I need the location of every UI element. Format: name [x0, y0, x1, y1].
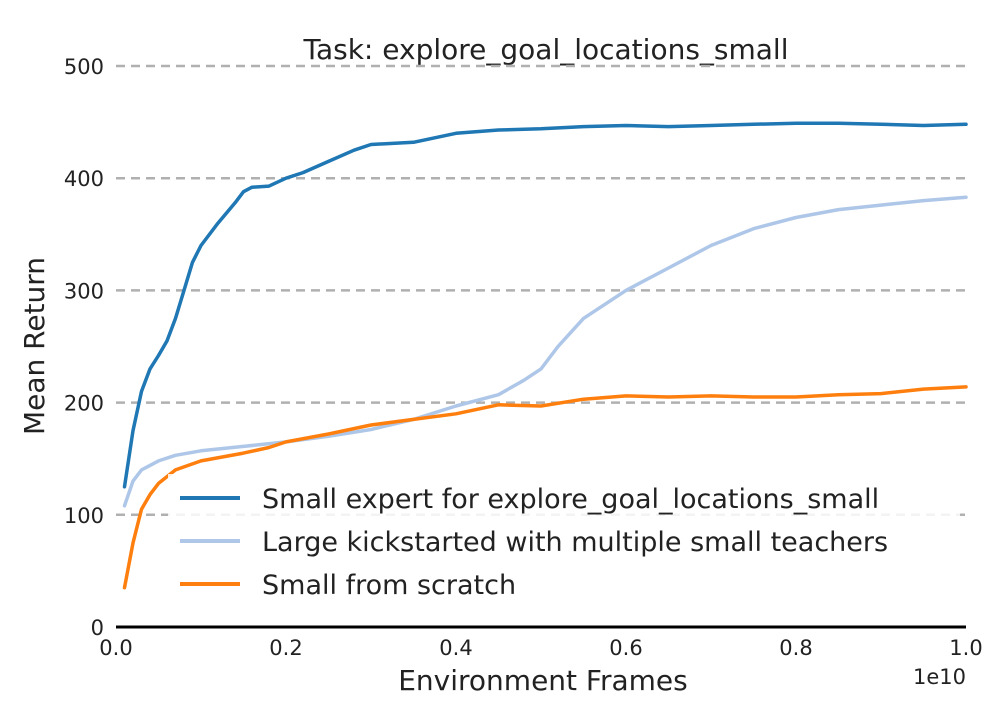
- chart-title: Task: explore_goal_locations_small: [303, 33, 789, 66]
- series-line-1: [122, 121, 968, 489]
- y-tick-label: 100: [64, 504, 104, 528]
- series-line-3: [122, 385, 968, 590]
- x-tick-labels: 0.0 0.2 0.4 0.6 0.8 1.0: [99, 636, 982, 660]
- x-axis-label: Environment Frames: [398, 664, 688, 697]
- legend-label-3: Small from scratch: [262, 570, 516, 601]
- x-tick-label: 0.6: [609, 636, 642, 660]
- y-tick-label: 300: [64, 279, 104, 303]
- x-offset-label: 1e10: [913, 665, 966, 689]
- x-tick-label: 0.8: [779, 636, 812, 660]
- y-axis-label: Mean Return: [18, 257, 51, 435]
- x-tick-label: 1.0: [949, 636, 982, 660]
- series-lines: [122, 121, 968, 590]
- series-line-2: [122, 195, 968, 508]
- y-tick-label: 500: [64, 55, 104, 79]
- legend-background: [168, 474, 960, 608]
- y-tick-label: 400: [64, 167, 104, 191]
- x-tick-label: 0.0: [99, 636, 132, 660]
- y-tick-label: 0: [91, 616, 104, 640]
- legend-label-2: Large kickstarted with multiple small te…: [262, 527, 888, 558]
- x-tick-label: 0.2: [269, 636, 302, 660]
- y-tick-labels: 0 100 200 300 400 500: [64, 55, 104, 640]
- legend: Small expert for explore_goal_locations_…: [168, 474, 960, 608]
- x-tick-label: 0.4: [439, 636, 472, 660]
- legend-label-1: Small expert for explore_goal_locations_…: [262, 484, 879, 515]
- y-tick-label: 200: [64, 392, 104, 416]
